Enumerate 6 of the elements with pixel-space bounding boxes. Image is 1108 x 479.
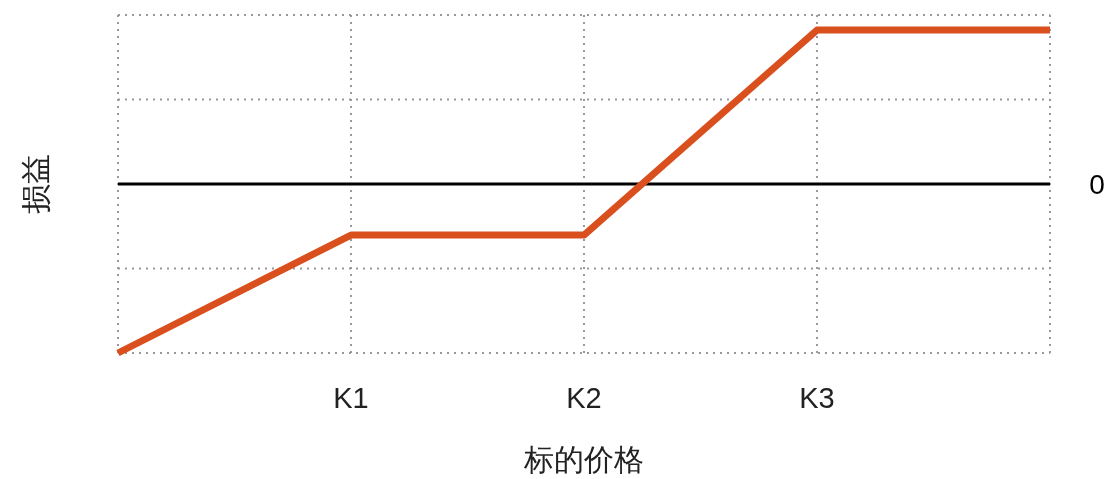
ref-line-label: 0 [1089,169,1105,200]
x-tick-label: K3 [799,382,835,414]
y-axis-title: 损益 [19,154,52,214]
x-tick-label: K2 [566,382,602,414]
x-tick-label: K1 [333,382,369,414]
x-axis-title: 标的价格 [523,443,644,476]
